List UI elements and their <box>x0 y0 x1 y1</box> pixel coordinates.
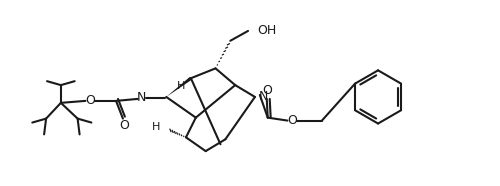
Text: O: O <box>288 114 298 127</box>
Text: O: O <box>119 119 129 132</box>
Text: O: O <box>86 94 96 107</box>
Polygon shape <box>166 77 192 97</box>
Text: O: O <box>262 84 272 97</box>
Text: OH: OH <box>257 24 276 37</box>
Text: H: H <box>177 81 185 91</box>
Text: N: N <box>137 92 146 104</box>
Text: H: H <box>152 122 160 132</box>
Text: N: N <box>259 90 268 103</box>
